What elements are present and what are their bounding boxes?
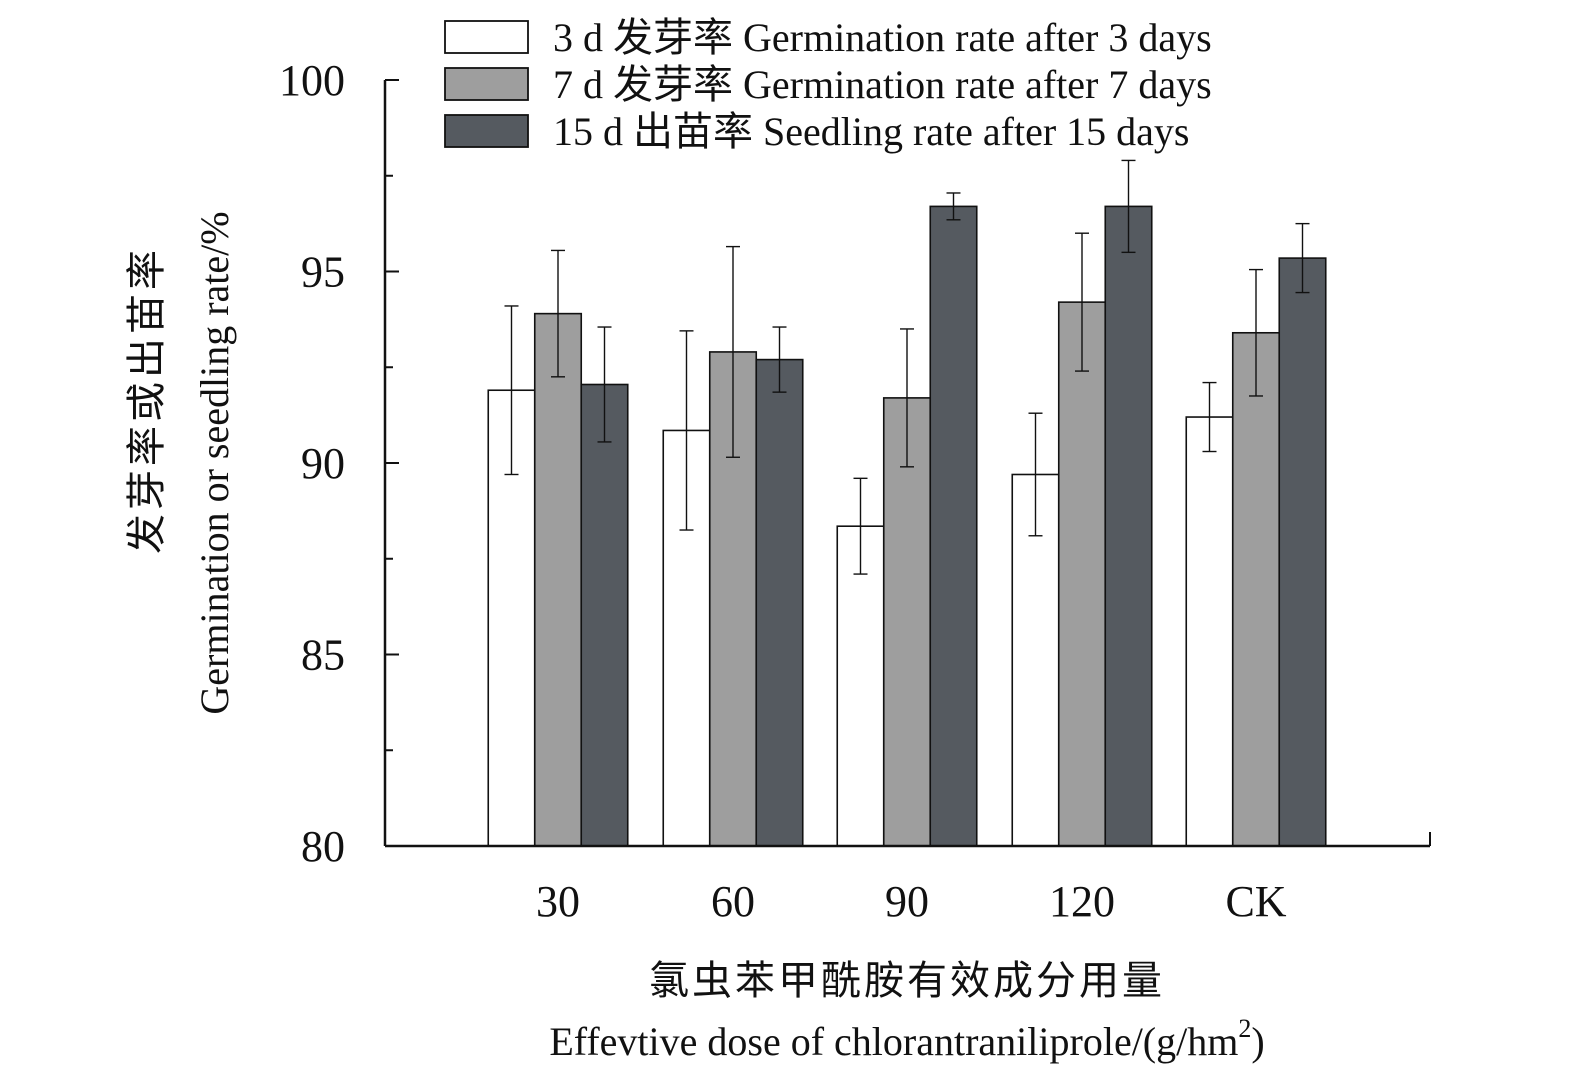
y-tick-label-100: 100 — [279, 56, 345, 105]
x-axis-title-chinese: 氯虫苯甲酰胺有效成分用量 — [649, 958, 1165, 1003]
bar-CK-series-1 — [1185, 416, 1234, 847]
bar-60-series-3 — [755, 358, 804, 847]
bar-120-series-2 — [1057, 301, 1107, 847]
bar-CK-series-2 — [1231, 331, 1281, 847]
legend-swatch-2 — [444, 67, 529, 101]
x-axis-title-english-superscript: 2 — [1238, 1014, 1251, 1043]
legend-label-3: 15 d 出苗率 Seedling rate after 15 days — [553, 109, 1190, 154]
x-axis-title-english: Effevtive dose of chlorantraniliprole/(g… — [549, 1014, 1264, 1064]
legend-label-1: 3 d 发芽率 Germination rate after 3 days — [553, 15, 1212, 60]
x-tick-label-90: 90 — [885, 877, 929, 926]
bar-30-series-3 — [580, 383, 629, 847]
x-axis-title-english-tail: ) — [1251, 1019, 1264, 1064]
x-tick-label-60: 60 — [711, 877, 755, 926]
x-axis-title-english-main: Effevtive dose of chlorantraniliprole/(g… — [549, 1019, 1238, 1064]
y-tick-label-90: 90 — [301, 439, 345, 488]
bar-90-series-2 — [882, 397, 932, 847]
x-tick-label-30: 30 — [536, 877, 580, 926]
bar-90-series-3 — [929, 205, 978, 847]
legend-swatch-3 — [444, 114, 529, 148]
bars-layer — [487, 159, 1327, 847]
axes-layer: 30 60 90 120 CK 80 85 90 95 100 — [279, 56, 1431, 926]
legend-label-2: 7 d 发芽率 Germination rate after 7 days — [553, 62, 1212, 107]
bar-CK-series-3 — [1278, 257, 1327, 847]
y-axis-title-english: Germination or seedling rate/% — [192, 211, 237, 714]
y-tick-label-85: 85 — [301, 631, 345, 680]
bar-30-series-2 — [533, 312, 583, 847]
bar-90-series-1 — [836, 525, 885, 847]
y-axis-title-chinese: 发芽率或出苗率 — [124, 246, 169, 554]
x-tick-label-CK: CK — [1225, 877, 1286, 926]
y-tick-label-80: 80 — [301, 822, 345, 871]
y-tick-label-95: 95 — [301, 248, 345, 297]
x-tick-label-120: 120 — [1049, 877, 1115, 926]
bar-120-series-3 — [1104, 205, 1153, 847]
legend-swatch-1 — [444, 20, 529, 54]
